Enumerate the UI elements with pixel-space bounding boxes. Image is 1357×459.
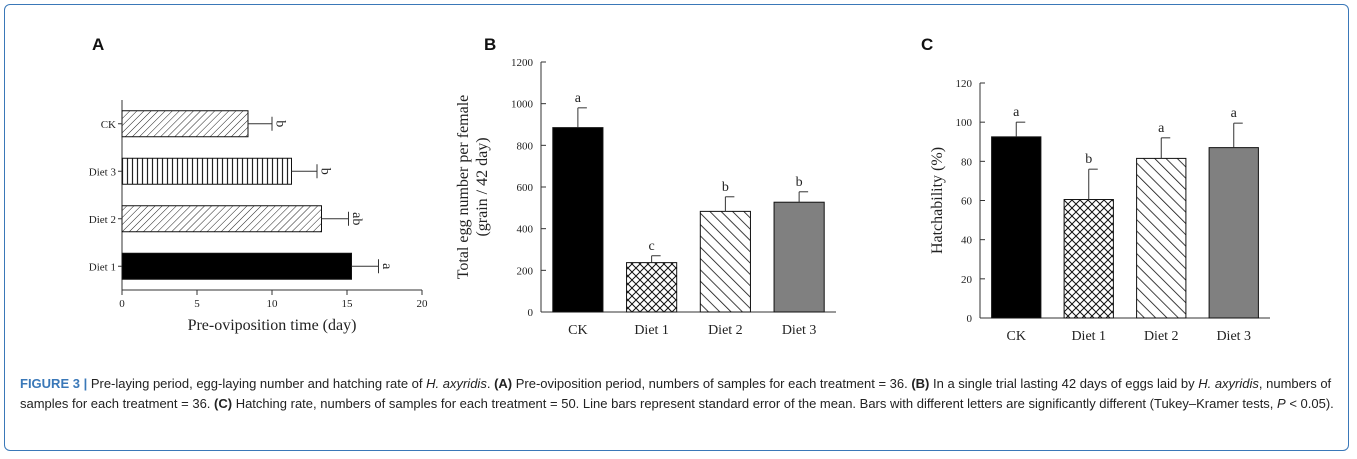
y-tick-label: 20: [961, 274, 973, 286]
category-label: Diet 2: [1144, 329, 1179, 344]
bar: [699, 210, 751, 313]
significance-label: b: [722, 180, 729, 195]
x-tick-label: 5: [194, 298, 200, 310]
y-tick-label: 80: [961, 156, 973, 168]
y-axis-title: Hatchability (%): [929, 147, 946, 254]
panel-letter-c: C: [921, 35, 933, 54]
bar: [121, 110, 249, 138]
caption-tag-b: (B): [911, 376, 930, 391]
significance-label: a: [379, 263, 394, 270]
y-tick-label: 200: [517, 265, 534, 277]
y-tick-label: 120: [956, 78, 973, 90]
category-label: Diet 3: [89, 166, 117, 178]
category-label: CK: [1007, 329, 1026, 344]
y-tick-label: 800: [517, 140, 534, 152]
category-label: Diet 3: [782, 323, 817, 338]
category-label: Diet 1: [634, 323, 669, 338]
caption-text-g: < 0.05).: [1285, 395, 1334, 411]
significance-label: a: [1013, 105, 1020, 120]
significance-label: a: [1231, 106, 1238, 121]
x-tick-label: 20: [417, 298, 429, 310]
caption-text-f: Hatching rate, numbers of samples for ea…: [232, 395, 1278, 411]
bar: [626, 262, 678, 313]
bar: [121, 157, 292, 185]
y-axis-title-units: (grain / 42 day): [474, 137, 491, 236]
caption-species-2: H. axyridis: [1198, 376, 1259, 391]
significance-label: b: [796, 175, 803, 190]
y-tick-label: 0: [528, 307, 534, 319]
y-tick-label: 400: [517, 224, 534, 236]
y-tick-label: 100: [956, 117, 973, 129]
bar: [1136, 157, 1187, 319]
category-label: Diet 1: [89, 261, 116, 273]
panel-letter-b: B: [484, 35, 496, 54]
caption-tag-c: (C): [214, 395, 233, 411]
significance-label: ab: [349, 212, 364, 225]
category-label: CK: [568, 323, 587, 338]
y-tick-label: 1000: [511, 99, 534, 111]
x-tick-label: 10: [267, 298, 279, 310]
panel-a: A 0 5 10 15 20 CK b Diet 3 b Diet 2 ab Diet 1 a Pre-ov…: [89, 35, 428, 334]
caption-text-a: Pre-laying period, egg-laying number and…: [87, 376, 427, 391]
category-label: Diet 2: [89, 214, 116, 226]
caption-species: H. axyridis: [426, 376, 487, 391]
bar: [552, 127, 604, 313]
x-tick-label: 0: [119, 298, 125, 310]
y-tick-label: 1200: [511, 57, 534, 69]
category-label: Diet 2: [708, 323, 743, 338]
significance-label: a: [1158, 121, 1165, 136]
significance-label: a: [575, 91, 582, 106]
x-tick-label: 15: [342, 298, 354, 310]
caption-label: FIGURE 3 |: [20, 376, 88, 391]
bar: [121, 205, 322, 233]
caption-text-b: .: [486, 376, 495, 391]
caption-p-symbol: P: [1277, 395, 1286, 411]
panel-letter-a: A: [92, 35, 104, 54]
panel-c: C 0 20 40 60 80 100 120 a CK b Diet 1 a Diet 2 a Diet 3…: [921, 35, 1270, 344]
y-axis-title: Total egg number per female: [455, 95, 472, 280]
x-axis-title: Pre-oviposition time (day): [188, 317, 357, 334]
significance-label: b: [273, 120, 288, 127]
significance-label: b: [318, 168, 333, 175]
y-tick-label: 0: [967, 313, 973, 325]
bar: [773, 201, 825, 313]
category-label: Diet 3: [1216, 329, 1251, 344]
bar: [1063, 199, 1114, 319]
bar: [991, 136, 1042, 319]
y-tick-label: 600: [517, 182, 534, 194]
figure-caption: FIGURE 3 | Pre-laying period, egg-laying…: [20, 374, 1338, 413]
caption-text-c: Pre-oviposition period, numbers of sampl…: [512, 376, 912, 391]
figure-frame: [4, 4, 1349, 451]
panel-b: B 0 200 400 600 800 1000 1200 a CK c Diet 1 b Diet 2 b…: [455, 35, 836, 338]
y-tick-label: 60: [961, 196, 973, 208]
category-label: CK: [101, 119, 116, 131]
category-label: Diet 1: [1071, 329, 1106, 344]
caption-text-e: , numbers of samples for each treatment …: [20, 376, 1332, 411]
significance-label: c: [649, 239, 655, 254]
significance-label: b: [1085, 152, 1092, 167]
caption-text-d: In a single trial lasting 42 days of egg…: [929, 376, 1199, 391]
bar: [121, 252, 352, 280]
bar: [1208, 147, 1259, 319]
y-tick-label: 40: [961, 235, 973, 247]
caption-tag-a: (A): [494, 376, 513, 391]
